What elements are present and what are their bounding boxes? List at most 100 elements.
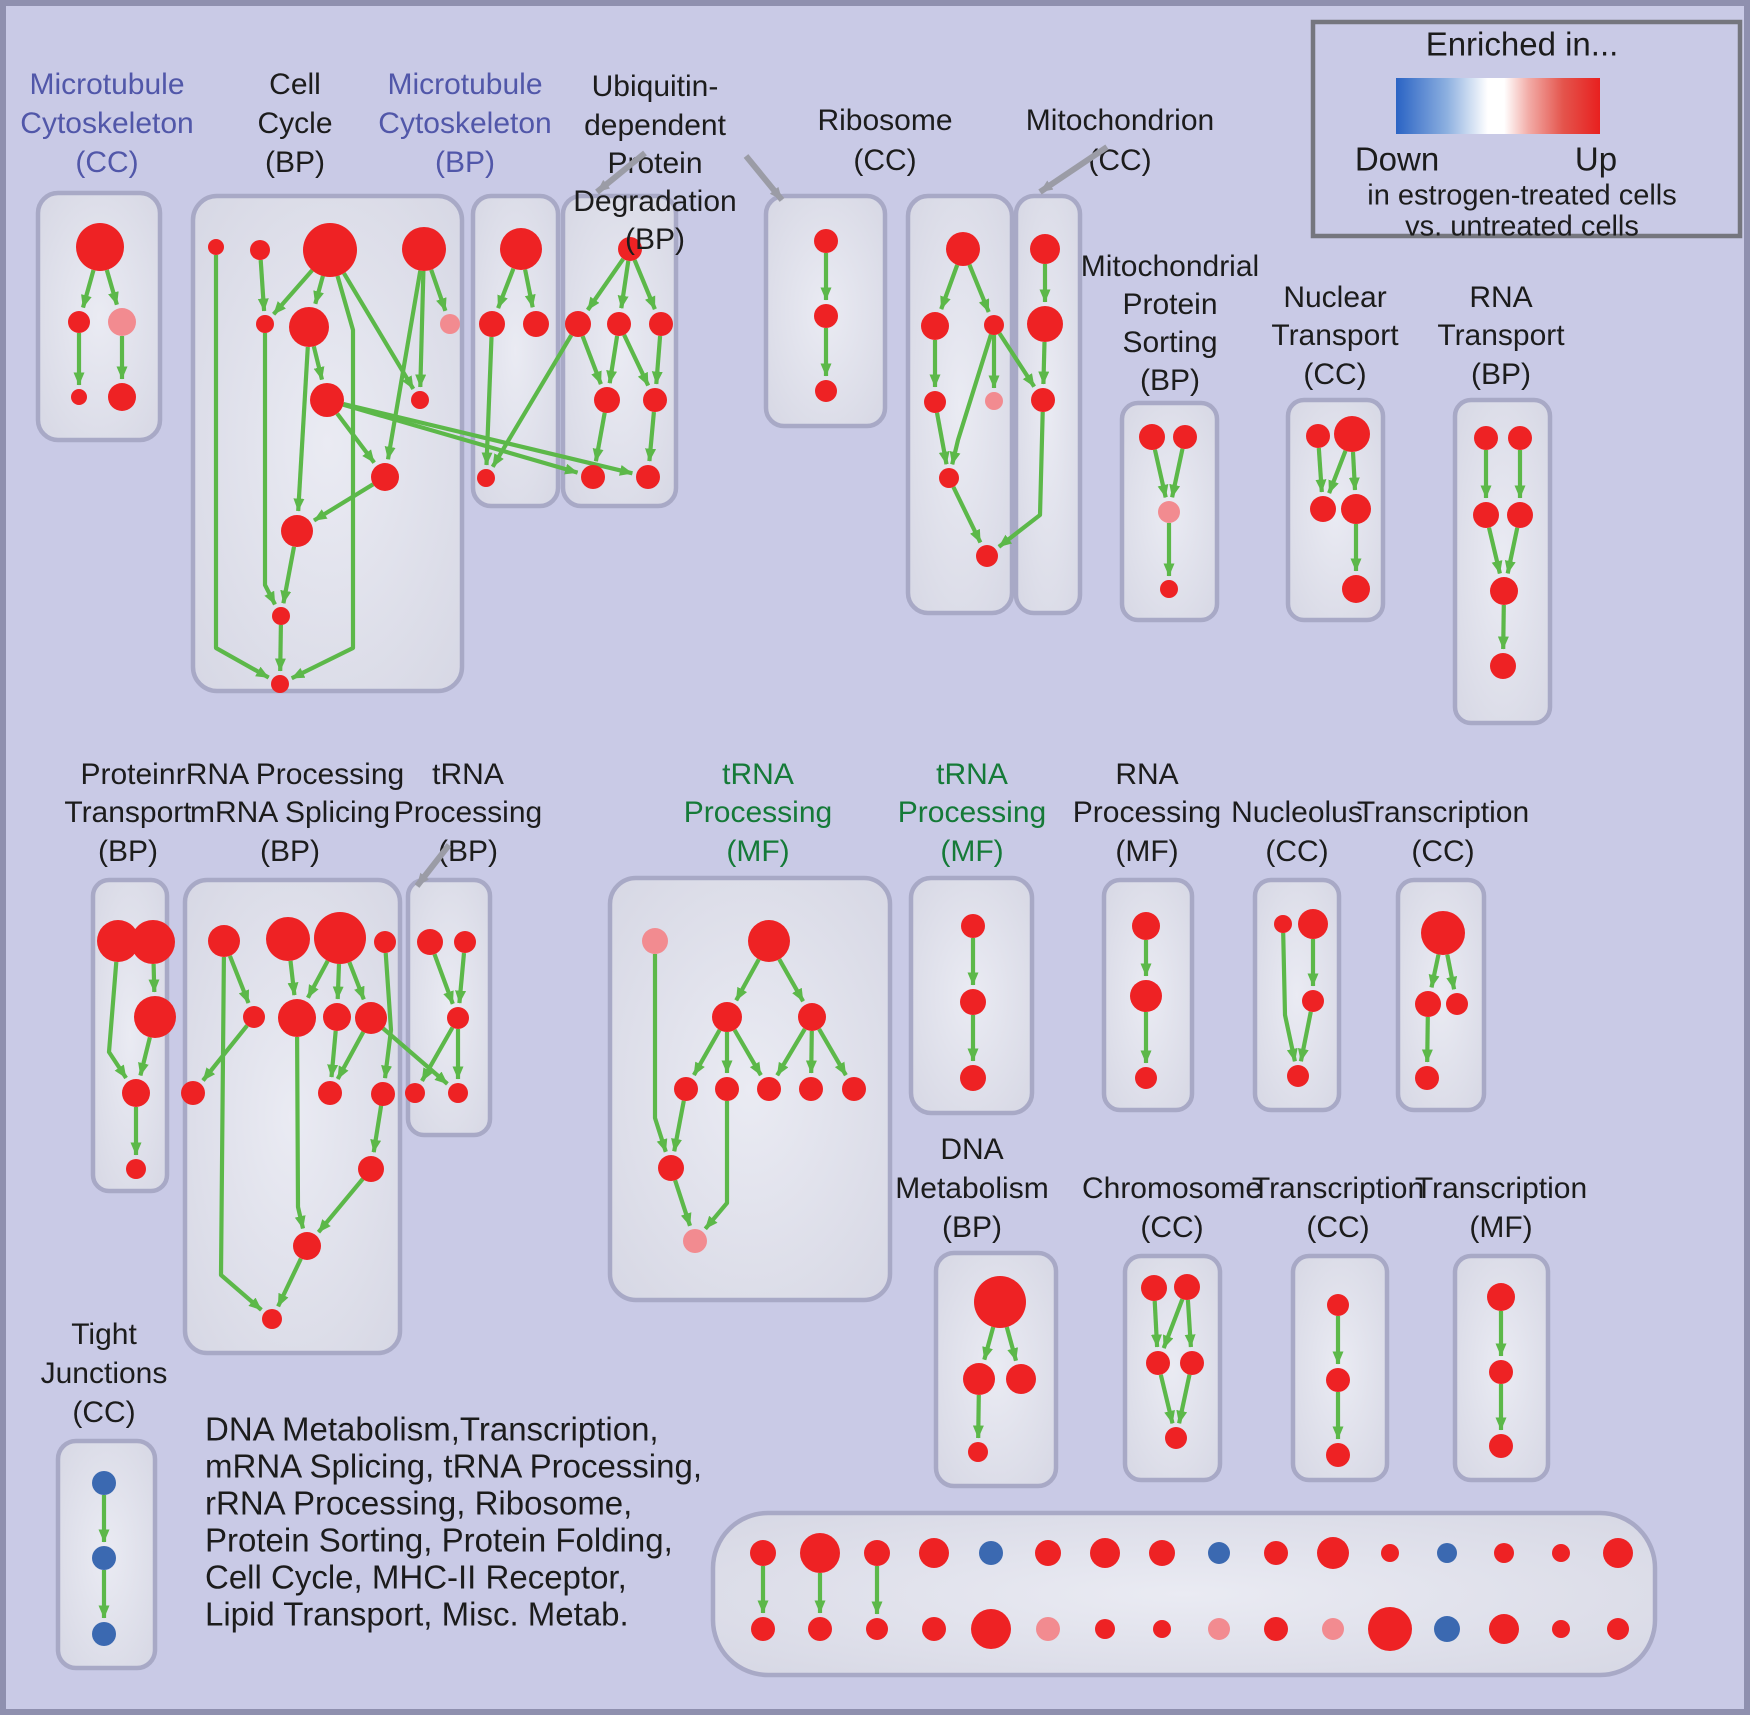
go-edge-arrow [1348, 451, 1360, 491]
go-term-node [314, 912, 366, 964]
go-term-node [262, 1309, 282, 1329]
go-term-node [1160, 580, 1178, 598]
go-term-node [208, 239, 224, 255]
go-term-node [1090, 1538, 1120, 1568]
misc-categories-note-line: DNA Metabolism,Transcription, [205, 1411, 659, 1448]
go-edge-arrow [523, 269, 536, 308]
go-edge-arrow [1297, 1011, 1313, 1062]
go-term-node [919, 1538, 949, 1568]
go-edge-arrow [703, 1101, 730, 1231]
go-term-node [1287, 1065, 1309, 1087]
go-edge-arrow [934, 412, 950, 465]
go-term-node [479, 311, 505, 337]
cluster-label-trans_cc1: Transcription [1357, 796, 1529, 829]
go-edge-arrow [734, 958, 761, 1002]
go-term-node [454, 931, 476, 953]
go-term-node [1174, 1274, 1200, 1300]
go-edge-arrow [805, 1030, 817, 1074]
go-edge-arrow [490, 334, 574, 468]
go-edge-arrow [201, 1024, 249, 1082]
go-edge-arrow [651, 335, 663, 385]
go-term-node [798, 1003, 826, 1031]
go-edge-arrow [1327, 450, 1348, 494]
go-edge-arrow [294, 1036, 306, 1229]
go-edge-arrow [106, 961, 128, 1080]
go-term-node [1180, 1351, 1204, 1375]
cluster-label-mps: Protein [1122, 288, 1217, 321]
go-term-node [1149, 1540, 1175, 1566]
go-term-node [250, 240, 270, 260]
go-edge-arrow [290, 275, 356, 681]
go-term-node [642, 928, 668, 954]
go-term-node [371, 463, 399, 491]
cluster-label-trans_cc1: (CC) [1411, 835, 1474, 868]
legend-up-label: Up [1575, 141, 1617, 178]
go-edge-arrow [148, 963, 160, 993]
go-term-node [1446, 993, 1468, 1015]
go-term-node [750, 1540, 776, 1566]
go-edge-arrow [1421, 1016, 1433, 1063]
go-term-node [961, 914, 985, 938]
go-term-node [800, 1533, 840, 1573]
cluster-label-trans_mf: Transcription [1415, 1172, 1587, 1205]
label-pointer-arrow [743, 154, 785, 202]
go-term-node [1507, 502, 1533, 528]
go-edge-arrow [481, 336, 494, 466]
go-edge-arrow [617, 260, 631, 309]
label-pointer-arrow [1038, 144, 1109, 195]
go-term-node [323, 1003, 351, 1031]
go-term-node [984, 315, 1004, 335]
go-term-node [581, 465, 605, 489]
go-edge-arrow [673, 1179, 692, 1227]
cluster-label-chromosome: Chromosome [1082, 1172, 1262, 1205]
cluster-label-mito_label: Mitochondrion [1026, 104, 1214, 137]
cluster-label-mt_cc: Microtubule [29, 68, 184, 101]
cluster-label-dna_met: (BP) [942, 1211, 1002, 1244]
go-term-node [126, 1159, 146, 1179]
cluster-box-mt_bp [470, 193, 561, 509]
cluster-label-trna_mf2: tRNA [936, 758, 1008, 791]
go-term-node [134, 996, 176, 1038]
cluster-label-prot_t: (BP) [98, 835, 158, 868]
cluster-label-tight_j: (CC) [72, 1396, 135, 1429]
cluster-box-dna_met [933, 1250, 1059, 1489]
go-edge-arrow [327, 1030, 339, 1078]
go-term-node [1473, 502, 1499, 528]
cluster-label-rrna: mRNA Splicing [190, 796, 390, 829]
go-edge-arrow [1486, 527, 1503, 574]
go-edge-arrow [384, 270, 423, 460]
go-term-node [1322, 1618, 1344, 1640]
cluster-label-trna_bp: Processing [394, 796, 542, 829]
go-term-node [1095, 1619, 1115, 1639]
legend-subtitle-1: in estrogen-treated cells [1367, 180, 1677, 212]
cluster-box-trans_cc2 [1290, 1253, 1390, 1483]
go-term-node [1146, 1351, 1170, 1375]
cluster-label-mps: Mitochondrial [1081, 250, 1259, 283]
go-edge-arrow [343, 401, 633, 476]
cluster-label-trans_cc2: Transcription [1252, 1172, 1424, 1205]
label-pointer-arrow [414, 843, 452, 888]
cluster-label-trans_cc2: (CC) [1306, 1211, 1369, 1244]
go-term-node [1306, 424, 1330, 448]
go-term-node [97, 920, 139, 962]
cluster-label-rna_t: RNA [1469, 281, 1532, 314]
go-term-node [939, 468, 959, 488]
go-term-node [266, 917, 310, 961]
cluster-label-mt_cc: (CC) [75, 146, 138, 179]
go-edge-arrow [138, 1036, 152, 1077]
go-term-node [1334, 416, 1370, 452]
go-term-node [417, 929, 443, 955]
go-term-node [1139, 424, 1165, 450]
go-edge-arrow [342, 402, 579, 475]
go-edge-arrow [306, 959, 330, 999]
cluster-label-rrna: (BP) [260, 835, 320, 868]
go-term-node [208, 925, 240, 957]
go-term-node [864, 1540, 890, 1566]
go-edge-arrow [982, 1326, 996, 1361]
go-edge-arrow [1004, 1326, 1019, 1362]
cluster-label-ubiq_label: (BP) [625, 223, 685, 256]
go-term-node [1310, 496, 1336, 522]
go-term-node [1508, 426, 1532, 450]
go-term-node [636, 465, 660, 489]
cluster-label-mt_cc: Cytoskeleton [20, 107, 193, 140]
